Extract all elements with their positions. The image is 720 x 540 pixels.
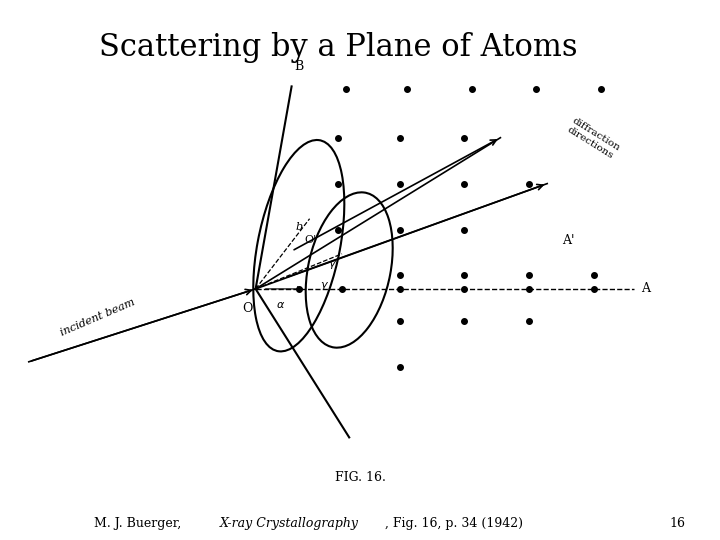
Text: A': A' [562,234,574,247]
Text: O: O [242,302,252,315]
Text: Scattering by a Plane of Atoms: Scattering by a Plane of Atoms [99,32,577,63]
Text: A: A [641,282,649,295]
Text: B: B [294,60,303,73]
Text: incident beam: incident beam [58,297,136,338]
Text: $\gamma$: $\gamma$ [328,259,337,271]
Text: M. J. Buerger,: M. J. Buerger, [94,517,185,530]
Text: $\alpha$: $\alpha$ [276,300,285,310]
Text: b: b [295,222,302,232]
Text: $\gamma$: $\gamma$ [320,280,330,292]
Text: X-ray Crystallography: X-ray Crystallography [220,517,359,530]
Text: , Fig. 16, p. 34 (1942): , Fig. 16, p. 34 (1942) [385,517,523,530]
Text: FIG. 16.: FIG. 16. [335,471,385,484]
Text: 16: 16 [670,517,685,530]
Text: diffraction
directions: diffraction directions [565,116,622,161]
Text: O': O' [305,235,317,245]
